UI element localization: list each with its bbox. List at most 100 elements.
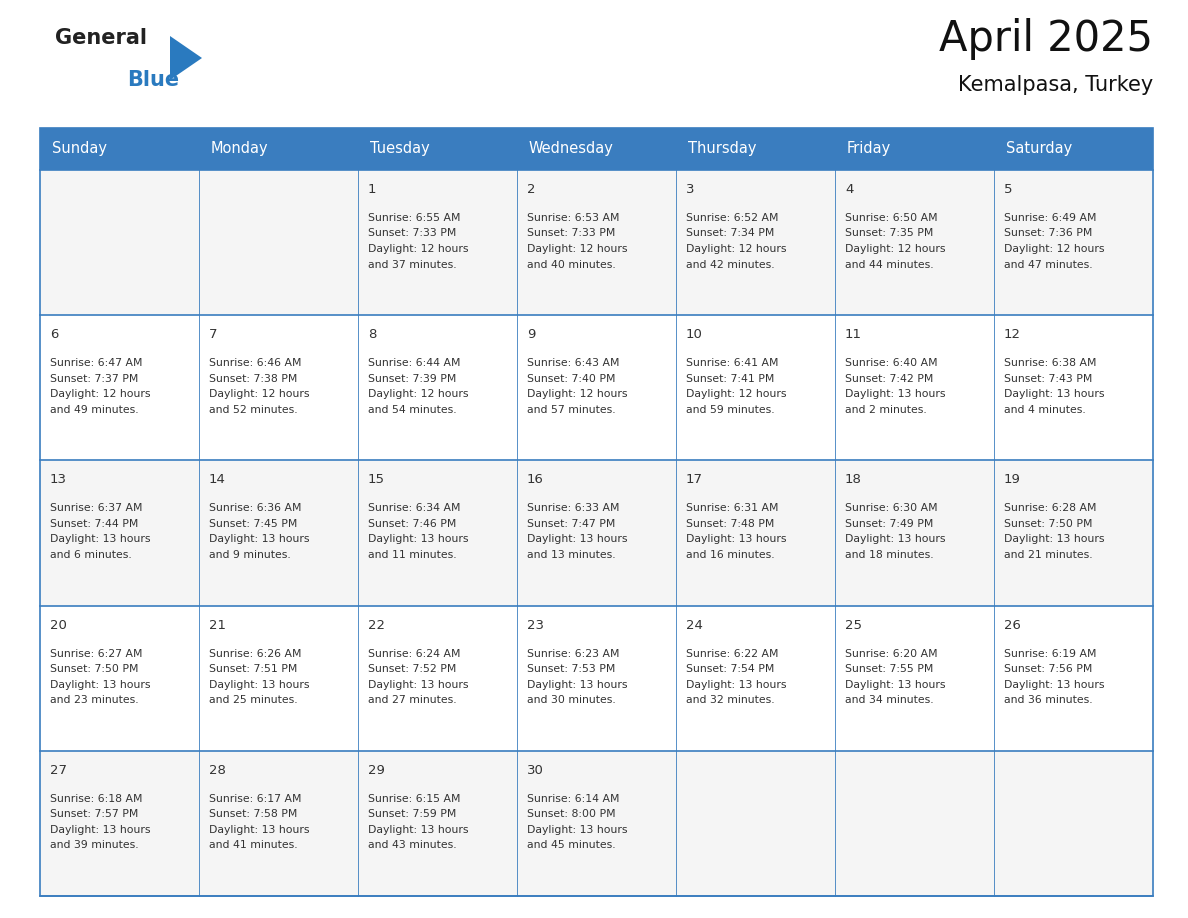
Text: Sunset: 7:50 PM: Sunset: 7:50 PM — [1004, 519, 1093, 529]
Text: Wednesday: Wednesday — [529, 141, 614, 156]
Text: Sunrise: 6:28 AM: Sunrise: 6:28 AM — [1004, 503, 1097, 513]
Text: and 34 minutes.: and 34 minutes. — [845, 695, 934, 705]
Text: Daylight: 12 hours: Daylight: 12 hours — [368, 389, 468, 399]
Text: Thursday: Thursday — [688, 141, 757, 156]
Bar — [676, 128, 835, 170]
Text: Sunset: 7:54 PM: Sunset: 7:54 PM — [685, 664, 775, 674]
Text: 20: 20 — [50, 619, 67, 632]
Text: Sunrise: 6:37 AM: Sunrise: 6:37 AM — [50, 503, 143, 513]
Bar — [40, 128, 1154, 896]
Text: and 47 minutes.: and 47 minutes. — [1004, 260, 1093, 270]
Bar — [517, 315, 676, 461]
Text: Daylight: 12 hours: Daylight: 12 hours — [50, 389, 151, 399]
Text: Sunrise: 6:14 AM: Sunrise: 6:14 AM — [527, 794, 619, 804]
Text: Sunset: 7:58 PM: Sunset: 7:58 PM — [209, 810, 297, 819]
Text: Sunset: 7:40 PM: Sunset: 7:40 PM — [527, 374, 615, 384]
Bar — [517, 170, 676, 315]
Bar — [994, 128, 1154, 170]
Text: and 27 minutes.: and 27 minutes. — [368, 695, 456, 705]
Text: Sunrise: 6:31 AM: Sunrise: 6:31 AM — [685, 503, 778, 513]
Text: Sunrise: 6:34 AM: Sunrise: 6:34 AM — [368, 503, 461, 513]
Text: Sunrise: 6:24 AM: Sunrise: 6:24 AM — [368, 649, 461, 658]
Text: Sunset: 7:37 PM: Sunset: 7:37 PM — [50, 374, 138, 384]
Text: Sunrise: 6:23 AM: Sunrise: 6:23 AM — [527, 649, 619, 658]
Text: 2: 2 — [527, 183, 536, 196]
Text: and 52 minutes.: and 52 minutes. — [209, 405, 298, 415]
Text: and 41 minutes.: and 41 minutes. — [209, 840, 298, 850]
Text: Sunset: 7:36 PM: Sunset: 7:36 PM — [1004, 229, 1093, 239]
Text: Daylight: 13 hours: Daylight: 13 hours — [50, 534, 151, 544]
Text: Daylight: 13 hours: Daylight: 13 hours — [845, 389, 946, 399]
Text: and 11 minutes.: and 11 minutes. — [368, 550, 456, 560]
Text: and 23 minutes.: and 23 minutes. — [50, 695, 139, 705]
Text: 13: 13 — [50, 474, 67, 487]
Text: Daylight: 13 hours: Daylight: 13 hours — [685, 534, 786, 544]
Text: Daylight: 13 hours: Daylight: 13 hours — [1004, 534, 1105, 544]
Bar — [994, 315, 1154, 461]
Text: Sunrise: 6:40 AM: Sunrise: 6:40 AM — [845, 358, 937, 368]
Text: Daylight: 13 hours: Daylight: 13 hours — [209, 824, 310, 834]
Text: and 18 minutes.: and 18 minutes. — [845, 550, 934, 560]
Text: Sunset: 7:55 PM: Sunset: 7:55 PM — [845, 664, 934, 674]
Text: 19: 19 — [1004, 474, 1020, 487]
Text: Sunset: 7:45 PM: Sunset: 7:45 PM — [209, 519, 297, 529]
Bar — [835, 751, 994, 896]
Text: Daylight: 12 hours: Daylight: 12 hours — [527, 244, 627, 254]
Text: Tuesday: Tuesday — [369, 141, 430, 156]
Text: Sunrise: 6:18 AM: Sunrise: 6:18 AM — [50, 794, 143, 804]
Text: Sunrise: 6:30 AM: Sunrise: 6:30 AM — [845, 503, 937, 513]
Text: and 43 minutes.: and 43 minutes. — [368, 840, 456, 850]
Bar — [358, 128, 517, 170]
Bar — [200, 461, 358, 606]
Text: Daylight: 12 hours: Daylight: 12 hours — [1004, 244, 1105, 254]
Bar — [994, 170, 1154, 315]
Bar — [200, 170, 358, 315]
Text: Sunset: 7:42 PM: Sunset: 7:42 PM — [845, 374, 934, 384]
Text: Sunset: 8:00 PM: Sunset: 8:00 PM — [527, 810, 615, 819]
Text: Sunrise: 6:38 AM: Sunrise: 6:38 AM — [1004, 358, 1097, 368]
Bar — [676, 751, 835, 896]
Text: Sunset: 7:52 PM: Sunset: 7:52 PM — [368, 664, 456, 674]
Bar — [40, 606, 200, 751]
Text: and 6 minutes.: and 6 minutes. — [50, 550, 132, 560]
Text: 9: 9 — [527, 329, 536, 341]
Text: and 54 minutes.: and 54 minutes. — [368, 405, 456, 415]
Text: Sunset: 7:53 PM: Sunset: 7:53 PM — [527, 664, 615, 674]
Text: 10: 10 — [685, 329, 703, 341]
Text: 14: 14 — [209, 474, 226, 487]
Text: and 40 minutes.: and 40 minutes. — [527, 260, 615, 270]
Text: and 44 minutes.: and 44 minutes. — [845, 260, 934, 270]
Text: Sunset: 7:44 PM: Sunset: 7:44 PM — [50, 519, 138, 529]
Text: Daylight: 13 hours: Daylight: 13 hours — [368, 679, 468, 689]
Bar — [994, 461, 1154, 606]
Text: Sunrise: 6:50 AM: Sunrise: 6:50 AM — [845, 213, 937, 223]
Text: Daylight: 13 hours: Daylight: 13 hours — [368, 824, 468, 834]
Text: Sunset: 7:34 PM: Sunset: 7:34 PM — [685, 229, 775, 239]
Bar — [517, 751, 676, 896]
Text: 8: 8 — [368, 329, 377, 341]
Text: Daylight: 13 hours: Daylight: 13 hours — [1004, 679, 1105, 689]
Text: Sunrise: 6:15 AM: Sunrise: 6:15 AM — [368, 794, 461, 804]
Text: 25: 25 — [845, 619, 862, 632]
Text: Daylight: 12 hours: Daylight: 12 hours — [685, 389, 786, 399]
Text: and 13 minutes.: and 13 minutes. — [527, 550, 615, 560]
Text: and 30 minutes.: and 30 minutes. — [527, 695, 615, 705]
Bar — [40, 170, 200, 315]
Text: Sunset: 7:56 PM: Sunset: 7:56 PM — [1004, 664, 1093, 674]
Text: 28: 28 — [209, 764, 226, 777]
Bar — [676, 170, 835, 315]
Text: Daylight: 13 hours: Daylight: 13 hours — [527, 824, 627, 834]
Text: April 2025: April 2025 — [939, 18, 1154, 60]
Text: and 2 minutes.: and 2 minutes. — [845, 405, 927, 415]
Text: and 32 minutes.: and 32 minutes. — [685, 695, 775, 705]
Bar — [200, 128, 358, 170]
Bar — [517, 606, 676, 751]
Text: 5: 5 — [1004, 183, 1012, 196]
Text: and 42 minutes.: and 42 minutes. — [685, 260, 775, 270]
Bar — [40, 751, 200, 896]
Text: Daylight: 13 hours: Daylight: 13 hours — [209, 679, 310, 689]
Text: Daylight: 12 hours: Daylight: 12 hours — [368, 244, 468, 254]
Bar — [835, 128, 994, 170]
Text: Sunset: 7:49 PM: Sunset: 7:49 PM — [845, 519, 934, 529]
Text: and 25 minutes.: and 25 minutes. — [209, 695, 298, 705]
